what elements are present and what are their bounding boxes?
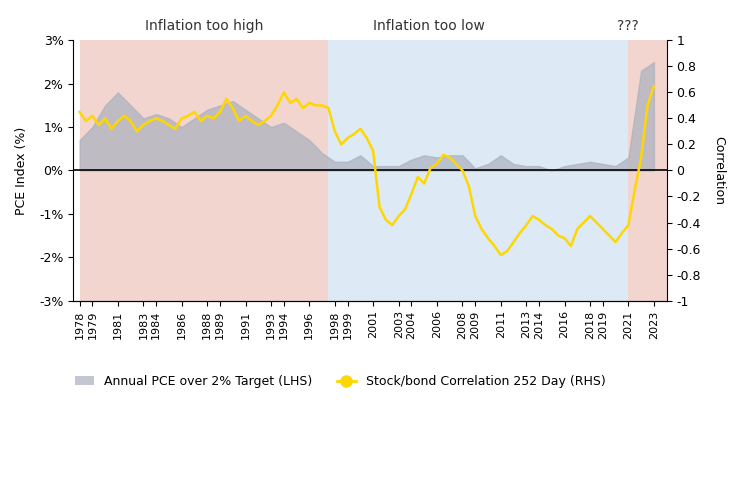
Legend: Annual PCE over 2% Target (LHS), Stock/bond Correlation 252 Day (RHS): Annual PCE over 2% Target (LHS), Stock/b… (70, 370, 610, 393)
Bar (329, 40, 628, 301)
Text: ???: ??? (617, 19, 639, 33)
Bar (628, 40, 667, 301)
Bar (80, 40, 329, 301)
Text: Inflation too low: Inflation too low (374, 19, 485, 33)
Y-axis label: Correlation: Correlation (712, 136, 725, 205)
Y-axis label: PCE Index (%): PCE Index (%) (15, 126, 28, 214)
Text: Inflation too high: Inflation too high (144, 19, 263, 33)
